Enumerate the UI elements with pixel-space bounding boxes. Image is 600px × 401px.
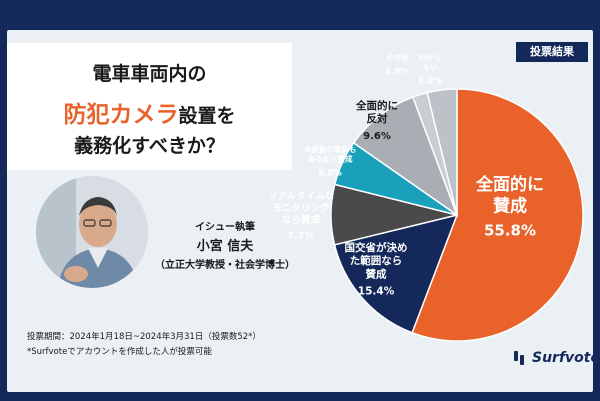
- title-box: 電車車両内の 防犯カメラ設置を 義務化すべきか？: [7, 43, 292, 170]
- slice-label: わから: [419, 53, 442, 62]
- slice-label: あるなら賛成: [308, 153, 353, 163]
- pie-slice: [333, 213, 459, 334]
- title-line-3: 義務化すべきか？: [74, 135, 225, 157]
- slice-value-label: 15.4%: [358, 285, 395, 297]
- surfvote-logo: Surfvote: [512, 348, 600, 368]
- author-photo: [36, 176, 148, 288]
- slice-label: なら賛成: [282, 214, 321, 226]
- slice-label: 国交省が決め: [345, 241, 408, 254]
- pie-slice: [411, 88, 584, 342]
- slice-label: 全面的に: [355, 99, 398, 112]
- author-role: イシュー執筆: [195, 222, 255, 233]
- pie-slice: [426, 88, 458, 216]
- author-name: 小宮 信夫: [196, 239, 254, 254]
- slice-value-label: 5.8%: [318, 168, 342, 178]
- title-line-2-rest: 設置を: [178, 105, 236, 127]
- slice-label: その他: [386, 52, 409, 62]
- voting-note: *Surfvoteでアカウントを作成した人が投票可能: [27, 347, 212, 357]
- slice-label: モニタリング: [272, 202, 330, 214]
- slice-value-label: 1.9%: [385, 67, 410, 77]
- slice-label: 反対: [367, 112, 388, 125]
- surfvote-logo-icon: [514, 351, 524, 365]
- title-highlight: 防犯カメラ: [63, 102, 179, 128]
- slice-label: た範囲なら: [350, 254, 403, 267]
- title-line-2: 防犯カメラ設置を: [7, 95, 292, 129]
- slice-value-label: 7.7%: [287, 231, 315, 242]
- slice-label: 賛成: [366, 267, 387, 280]
- slice-value-label: 3.8%: [418, 77, 443, 87]
- pie-slice: [352, 96, 459, 217]
- slice-label: 賛成: [493, 195, 527, 216]
- title-line-1: 電車車両内の: [92, 63, 207, 85]
- logo-text: Surfvote: [532, 350, 600, 366]
- slice-label: ない: [423, 62, 438, 71]
- slice-value-label: 55.8%: [484, 222, 536, 240]
- results-badge: 投票結果: [516, 42, 588, 62]
- slice-label: 全面的に: [475, 174, 544, 195]
- slice-label: 未設置の車両も: [304, 144, 357, 154]
- author-affiliation: （立正大学教授・社会学博士）: [155, 260, 295, 271]
- slice-value-label: 9.6%: [363, 131, 391, 142]
- voting-period: 投票期間：2024年1月18日~2024年3月31日（投票数52*）: [27, 332, 261, 342]
- slice-label: リアルタイムな: [268, 190, 335, 202]
